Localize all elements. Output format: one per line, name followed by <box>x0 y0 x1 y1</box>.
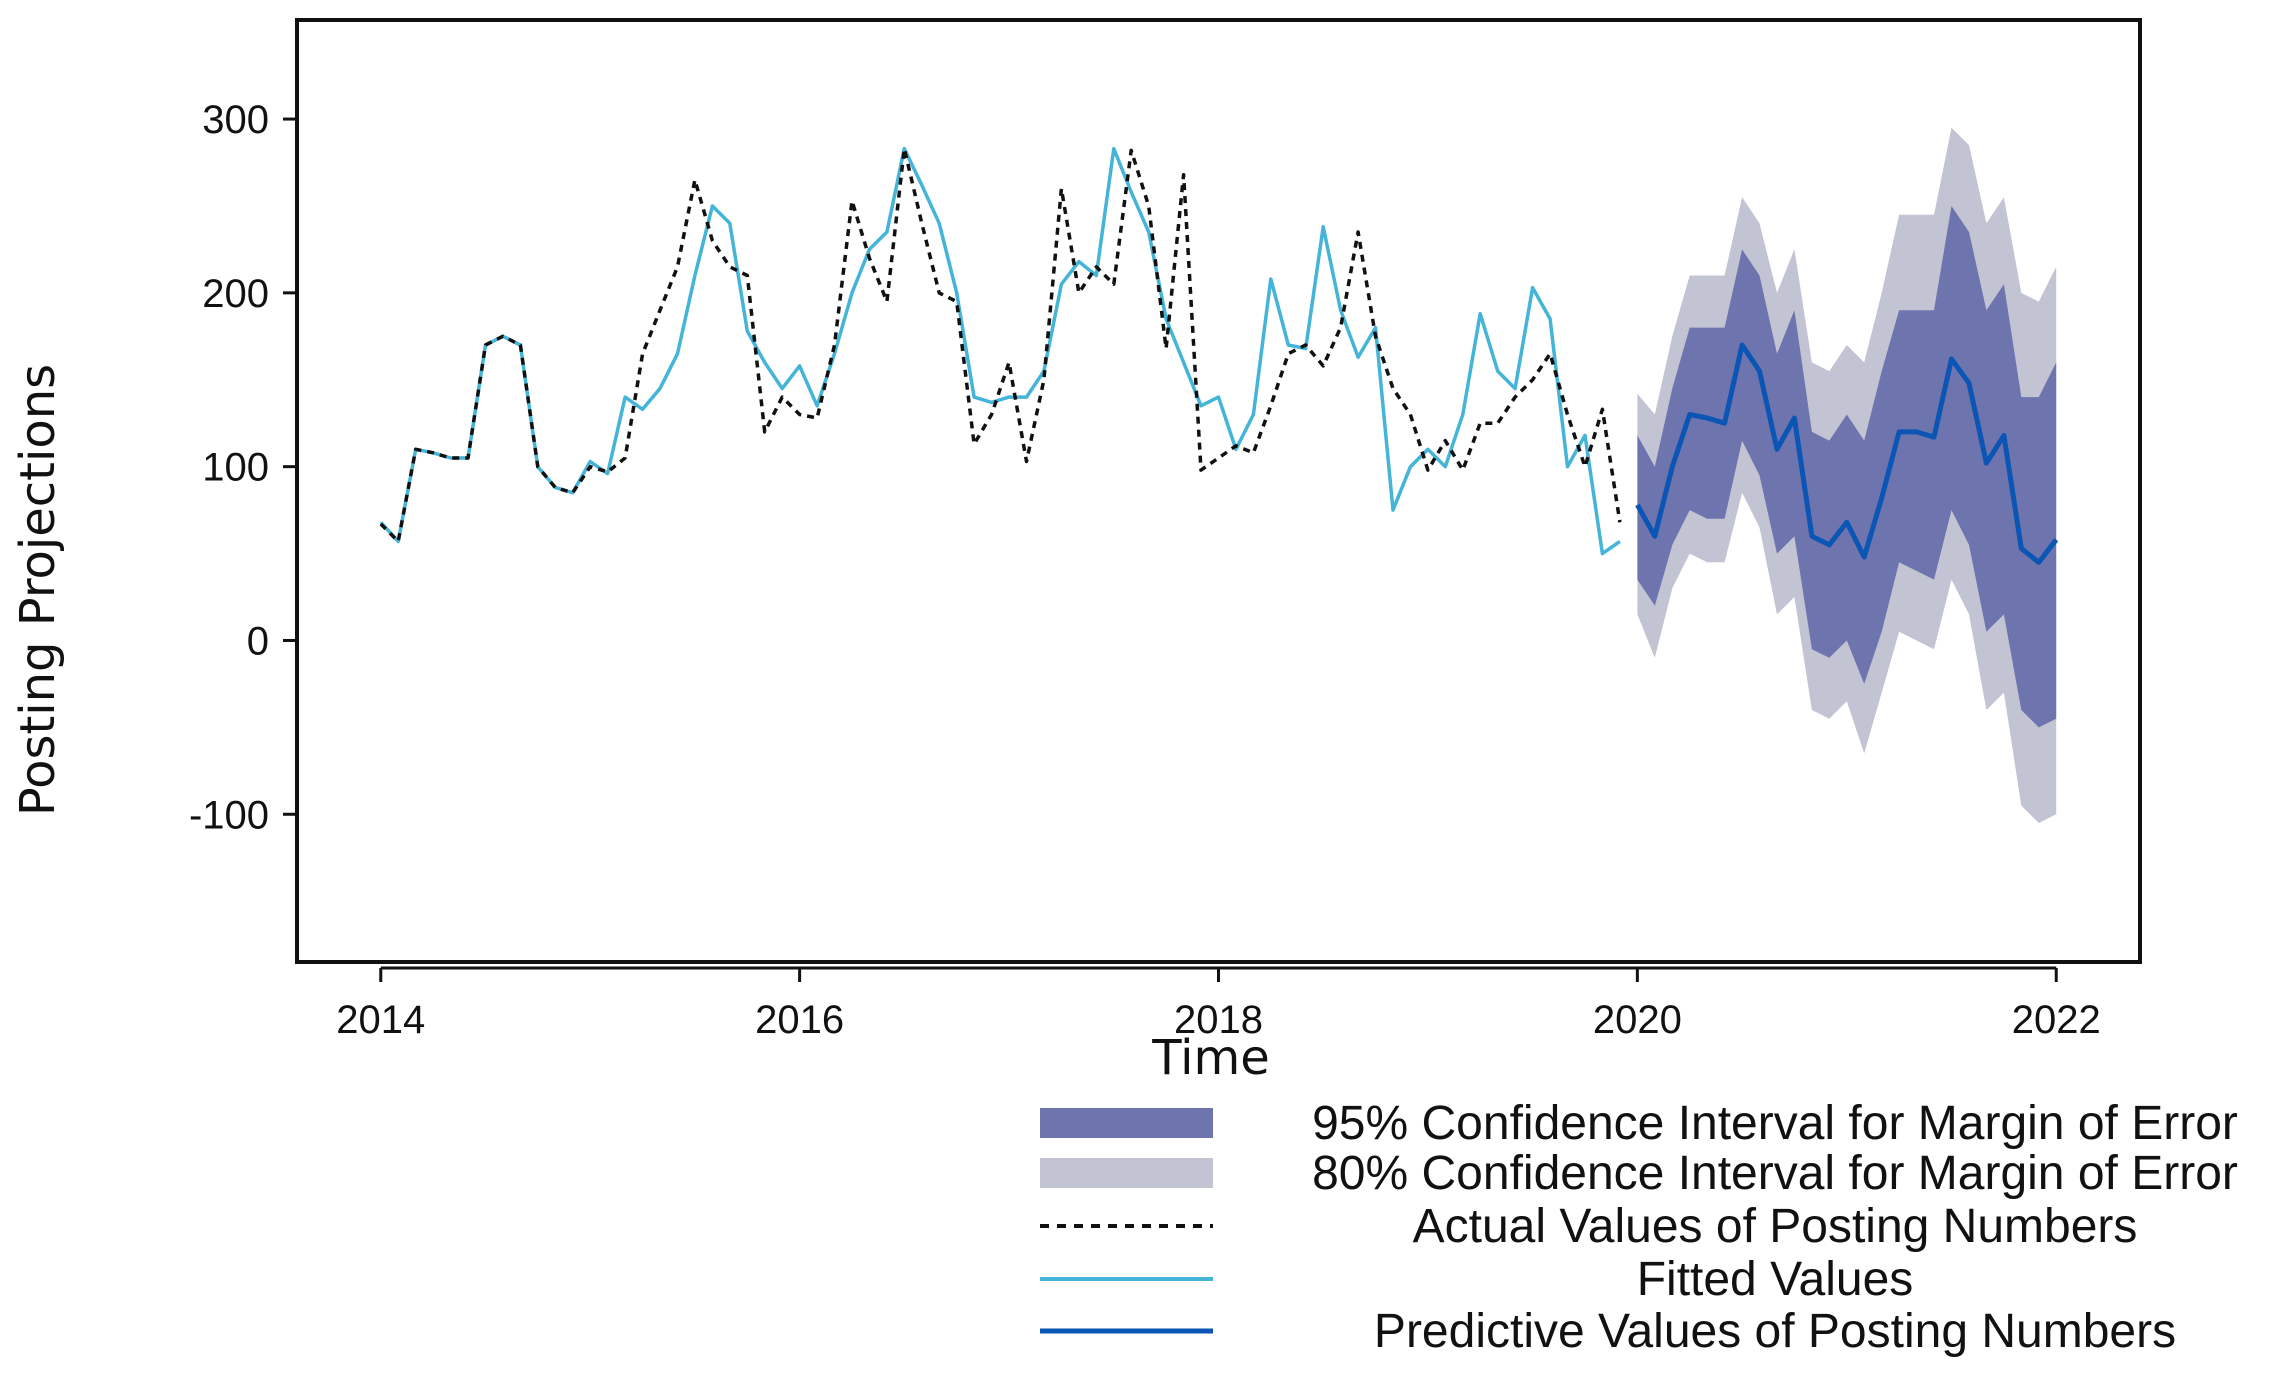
predicted-line <box>1635 342 2059 565</box>
ci95-legend-swatch <box>1040 1108 1213 1138</box>
y-tick-label: 100 <box>202 446 269 490</box>
ci95-band-layer <box>1637 206 2057 728</box>
x-tick-label: 2018 <box>1174 998 1263 1042</box>
y-axis-title: Posting Projections <box>10 364 66 816</box>
x-tick-label: 2016 <box>755 998 844 1042</box>
fitted-line <box>379 146 1621 556</box>
ci95-legend-label: 95% Confidence Interval for Margin of Er… <box>1312 1097 2238 1150</box>
x-tick-label: 2020 <box>1593 998 1682 1042</box>
legend: 95% Confidence Interval for Margin of Er… <box>1040 1097 2238 1358</box>
x-axis-title: Time <box>1151 1030 1269 1086</box>
ci80-legend-swatch <box>1040 1158 1213 1188</box>
x-tick-label: 2022 <box>2012 998 2101 1042</box>
y-tick-label: 200 <box>202 272 269 316</box>
y-axis: 300 200 100 0 -100 <box>189 98 297 837</box>
plot-frame <box>295 18 2142 964</box>
actual-line <box>379 146 1622 544</box>
y-tick-label: -100 <box>189 793 269 837</box>
series-layer <box>379 146 2059 565</box>
predicted-legend-label: Predictive Values of Posting Numbers <box>1374 1305 2176 1358</box>
ci80-legend-label: 80% Confidence Interval for Margin of Er… <box>1312 1147 2238 1200</box>
y-tick-label: 300 <box>202 98 269 142</box>
x-tick-label: 2014 <box>336 998 425 1042</box>
y-tick-label: 0 <box>247 619 269 663</box>
fitted-legend-label: Fitted Values <box>1637 1253 1914 1306</box>
ci95-band <box>1637 206 2057 728</box>
actual-legend-label: Actual Values of Posting Numbers <box>1413 1200 2138 1253</box>
x-axis: 2014 2016 2018 2020 2022 <box>336 966 2101 1042</box>
